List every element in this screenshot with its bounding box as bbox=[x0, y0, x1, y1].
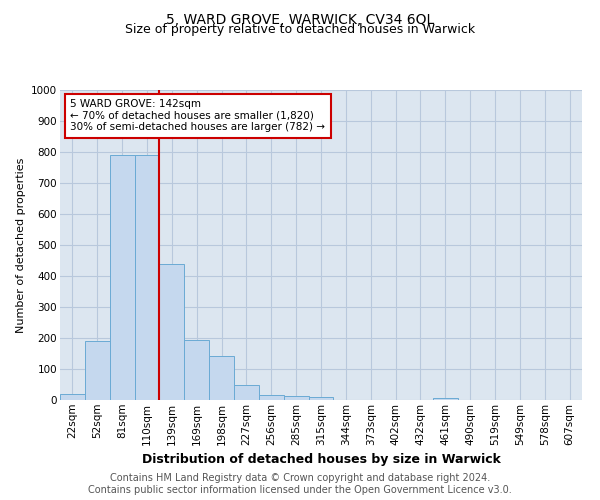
Bar bbox=[234, 385, 259, 400]
Y-axis label: Number of detached properties: Number of detached properties bbox=[16, 158, 26, 332]
Bar bbox=[160, 264, 184, 400]
Bar bbox=[184, 340, 209, 400]
Text: 5 WARD GROVE: 142sqm
← 70% of detached houses are smaller (1,820)
30% of semi-de: 5 WARD GROVE: 142sqm ← 70% of detached h… bbox=[70, 100, 325, 132]
Bar bbox=[85, 341, 110, 400]
Bar bbox=[259, 396, 284, 400]
Bar bbox=[60, 394, 85, 400]
Bar bbox=[110, 155, 134, 400]
Text: Contains HM Land Registry data © Crown copyright and database right 2024.
Contai: Contains HM Land Registry data © Crown c… bbox=[88, 474, 512, 495]
Text: Size of property relative to detached houses in Warwick: Size of property relative to detached ho… bbox=[125, 22, 475, 36]
Bar bbox=[209, 356, 234, 400]
Bar bbox=[433, 398, 458, 400]
X-axis label: Distribution of detached houses by size in Warwick: Distribution of detached houses by size … bbox=[142, 453, 500, 466]
Bar bbox=[308, 397, 334, 400]
Bar bbox=[134, 155, 160, 400]
Text: 5, WARD GROVE, WARWICK, CV34 6QL: 5, WARD GROVE, WARWICK, CV34 6QL bbox=[166, 12, 434, 26]
Bar bbox=[284, 396, 308, 400]
